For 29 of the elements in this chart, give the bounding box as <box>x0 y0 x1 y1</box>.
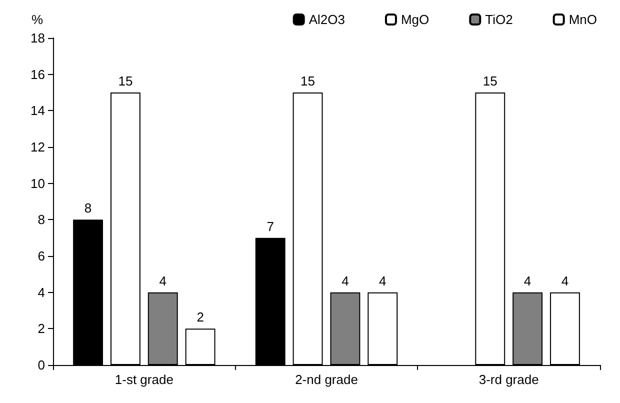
data-label: 4 <box>342 273 349 288</box>
data-label: 8 <box>84 200 92 216</box>
legend-label: MnO <box>568 12 597 27</box>
x-tick-label: 3-rd grade <box>478 372 539 387</box>
legend-label: TiO2 <box>485 12 513 27</box>
y-tick-label: 2 <box>38 321 45 336</box>
legend-label: MgO <box>400 12 430 27</box>
x-tick-label: 1-st grade <box>114 372 174 387</box>
data-label: 2 <box>196 310 204 325</box>
y-axis-title: % <box>31 12 44 27</box>
y-tick-label: 8 <box>38 212 45 228</box>
data-label: 15 <box>118 74 133 88</box>
data-label: 15 <box>482 74 498 88</box>
data-label: 4 <box>524 273 532 288</box>
y-tick-label: 10 <box>30 176 45 191</box>
y-tick-label: 14 <box>30 103 45 118</box>
legend-label: Al2O3 <box>308 12 345 27</box>
data-label: 4 <box>159 273 166 288</box>
y-tick-label: 0 <box>38 358 45 372</box>
y-tick-label: 18 <box>30 30 45 46</box>
y-tick-label: 6 <box>38 248 45 264</box>
data-label: 15 <box>300 74 316 88</box>
y-tick-label: 4 <box>38 284 45 300</box>
y-tick-label: 16 <box>30 66 45 82</box>
data-label: 4 <box>379 273 386 288</box>
data-label: 7 <box>266 218 274 234</box>
x-tick-label: 2-nd grade <box>295 372 358 387</box>
y-tick-label: 12 <box>30 140 45 154</box>
data-label: 4 <box>561 273 569 288</box>
